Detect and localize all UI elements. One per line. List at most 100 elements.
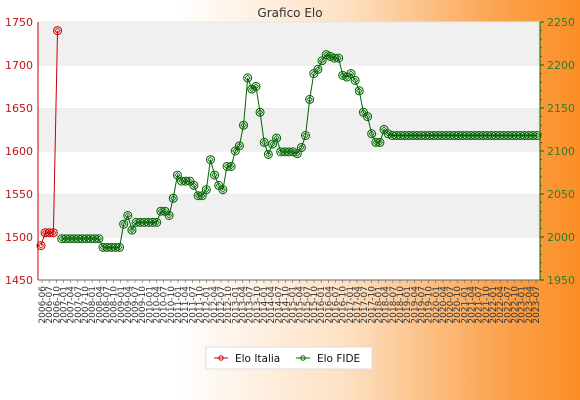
data-point-marker-inner	[236, 142, 243, 150]
data-point-marker-inner	[46, 229, 53, 236]
x-tick-label: 2007-10	[81, 286, 91, 324]
x-tick-label: 2014-01	[260, 286, 270, 324]
x-tick-label: 2017-01	[346, 286, 356, 324]
x-tick-label: 2018-04	[382, 286, 392, 324]
data-point-marker-inner	[145, 219, 152, 226]
x-tick-label: 2014-07	[274, 286, 284, 324]
data-point-marker	[226, 161, 236, 171]
data-point-marker-inner	[533, 132, 541, 139]
x-tick-label: 2009-10	[138, 286, 148, 324]
data-point-marker	[210, 170, 220, 180]
data-point-marker-inner	[153, 219, 160, 226]
data-point-marker	[350, 75, 360, 85]
data-point-marker	[94, 234, 104, 244]
data-point-marker-inner	[529, 132, 537, 139]
data-point-marker-inner	[475, 132, 483, 139]
data-point-marker-inner	[318, 57, 326, 64]
data-point-marker-inner	[182, 177, 189, 185]
data-point-marker-inner	[484, 132, 491, 139]
data-point-marker	[172, 170, 182, 180]
x-tick-label: 2014-10	[281, 286, 291, 324]
data-point-marker-inner	[455, 132, 462, 139]
data-point-marker-inner	[273, 134, 280, 142]
data-point-marker-inner	[223, 163, 231, 170]
y-right-tick-label: 2100	[547, 145, 575, 158]
data-point-marker-inner	[37, 242, 45, 249]
data-point-marker-inner	[99, 244, 107, 251]
y-right-tick-label: 2200	[547, 59, 575, 72]
data-point-marker-inner	[314, 66, 322, 73]
data-point-marker-inner	[219, 186, 227, 193]
data-point-marker	[338, 70, 348, 80]
data-point-marker-inner	[372, 139, 379, 146]
y-left-tick-label: 1600	[5, 145, 33, 158]
data-point-marker	[189, 180, 199, 190]
data-point-marker-inner	[343, 73, 351, 81]
data-point-marker-inner	[95, 235, 103, 242]
x-tick-label: 2016-10	[339, 286, 349, 324]
data-point-marker-inner	[170, 195, 177, 202]
data-point-marker	[288, 147, 298, 157]
x-tick-label: 2023-07	[532, 286, 542, 324]
data-point-marker-inner	[356, 87, 363, 94]
data-point-marker	[284, 147, 294, 157]
data-point-marker	[292, 149, 302, 159]
data-point-marker	[115, 242, 125, 252]
x-tick-label: 2008-10	[110, 286, 120, 324]
data-point-marker	[334, 53, 344, 63]
data-point-marker	[354, 86, 364, 96]
x-tick-label: 2022-04	[496, 286, 506, 324]
x-tick-label: 2009-04	[124, 286, 134, 324]
data-point-marker	[197, 191, 207, 201]
data-point-marker	[90, 234, 100, 244]
data-point-marker-inner	[389, 132, 396, 139]
x-tick-label: 2019-10	[425, 286, 435, 324]
data-point-marker	[367, 129, 377, 139]
y-left-tick-label: 1550	[5, 188, 33, 201]
x-tick-label: 2015-10	[310, 286, 320, 324]
x-tick-label: 2021-01	[460, 286, 470, 324]
x-axis: 2006-062006-072006-102007-012007-042007-…	[38, 279, 542, 324]
data-point-marker	[123, 211, 133, 220]
data-point-marker-inner	[248, 85, 255, 93]
data-point-marker-inner	[157, 208, 165, 215]
data-point-marker-inner	[252, 83, 260, 90]
data-point-marker	[263, 149, 273, 159]
data-point-marker-inner	[79, 235, 86, 242]
data-point-marker-inner	[331, 54, 338, 62]
x-tick-label: 2018-01	[374, 286, 384, 324]
data-point-marker	[234, 141, 244, 151]
data-point-marker-inner	[120, 220, 127, 228]
data-point-marker-inner	[347, 70, 355, 77]
data-point-marker	[321, 50, 331, 60]
x-tick-label: 2012-10	[224, 286, 234, 324]
y-left-tick-label: 1650	[5, 102, 33, 115]
data-point-marker-inner	[50, 229, 57, 236]
legend: Elo Italia Elo FIDE	[205, 346, 373, 370]
data-point-marker-inner	[203, 186, 210, 193]
plot-bands	[38, 21, 540, 280]
data-point-marker	[218, 185, 228, 195]
data-point-marker-inner	[496, 132, 503, 139]
data-point-marker	[239, 120, 249, 130]
data-point-marker	[346, 69, 356, 79]
legend-label: Elo FIDE	[317, 353, 360, 365]
y-left-tick-label: 1450	[5, 274, 33, 287]
data-point-marker-inner	[447, 132, 454, 139]
x-tick-label: 2013-10	[253, 286, 263, 324]
data-point-marker	[532, 131, 542, 141]
data-point-marker-inner	[422, 132, 429, 139]
data-point-marker	[156, 206, 166, 216]
x-tick-label: 2016-04	[324, 286, 334, 324]
data-point-marker-inner	[91, 235, 98, 242]
data-point-marker-inner	[351, 77, 359, 84]
data-point-marker-inner	[137, 219, 144, 226]
data-point-marker-inner	[368, 130, 375, 137]
data-point-marker	[259, 137, 269, 147]
data-point-marker	[148, 217, 158, 227]
data-point-marker-inner	[116, 244, 123, 251]
data-point-marker-inner	[376, 139, 384, 146]
data-point-marker-inner	[525, 132, 532, 139]
y-axis-right: 1950 2000 2050 2100 2150 2200 2250	[539, 16, 575, 287]
